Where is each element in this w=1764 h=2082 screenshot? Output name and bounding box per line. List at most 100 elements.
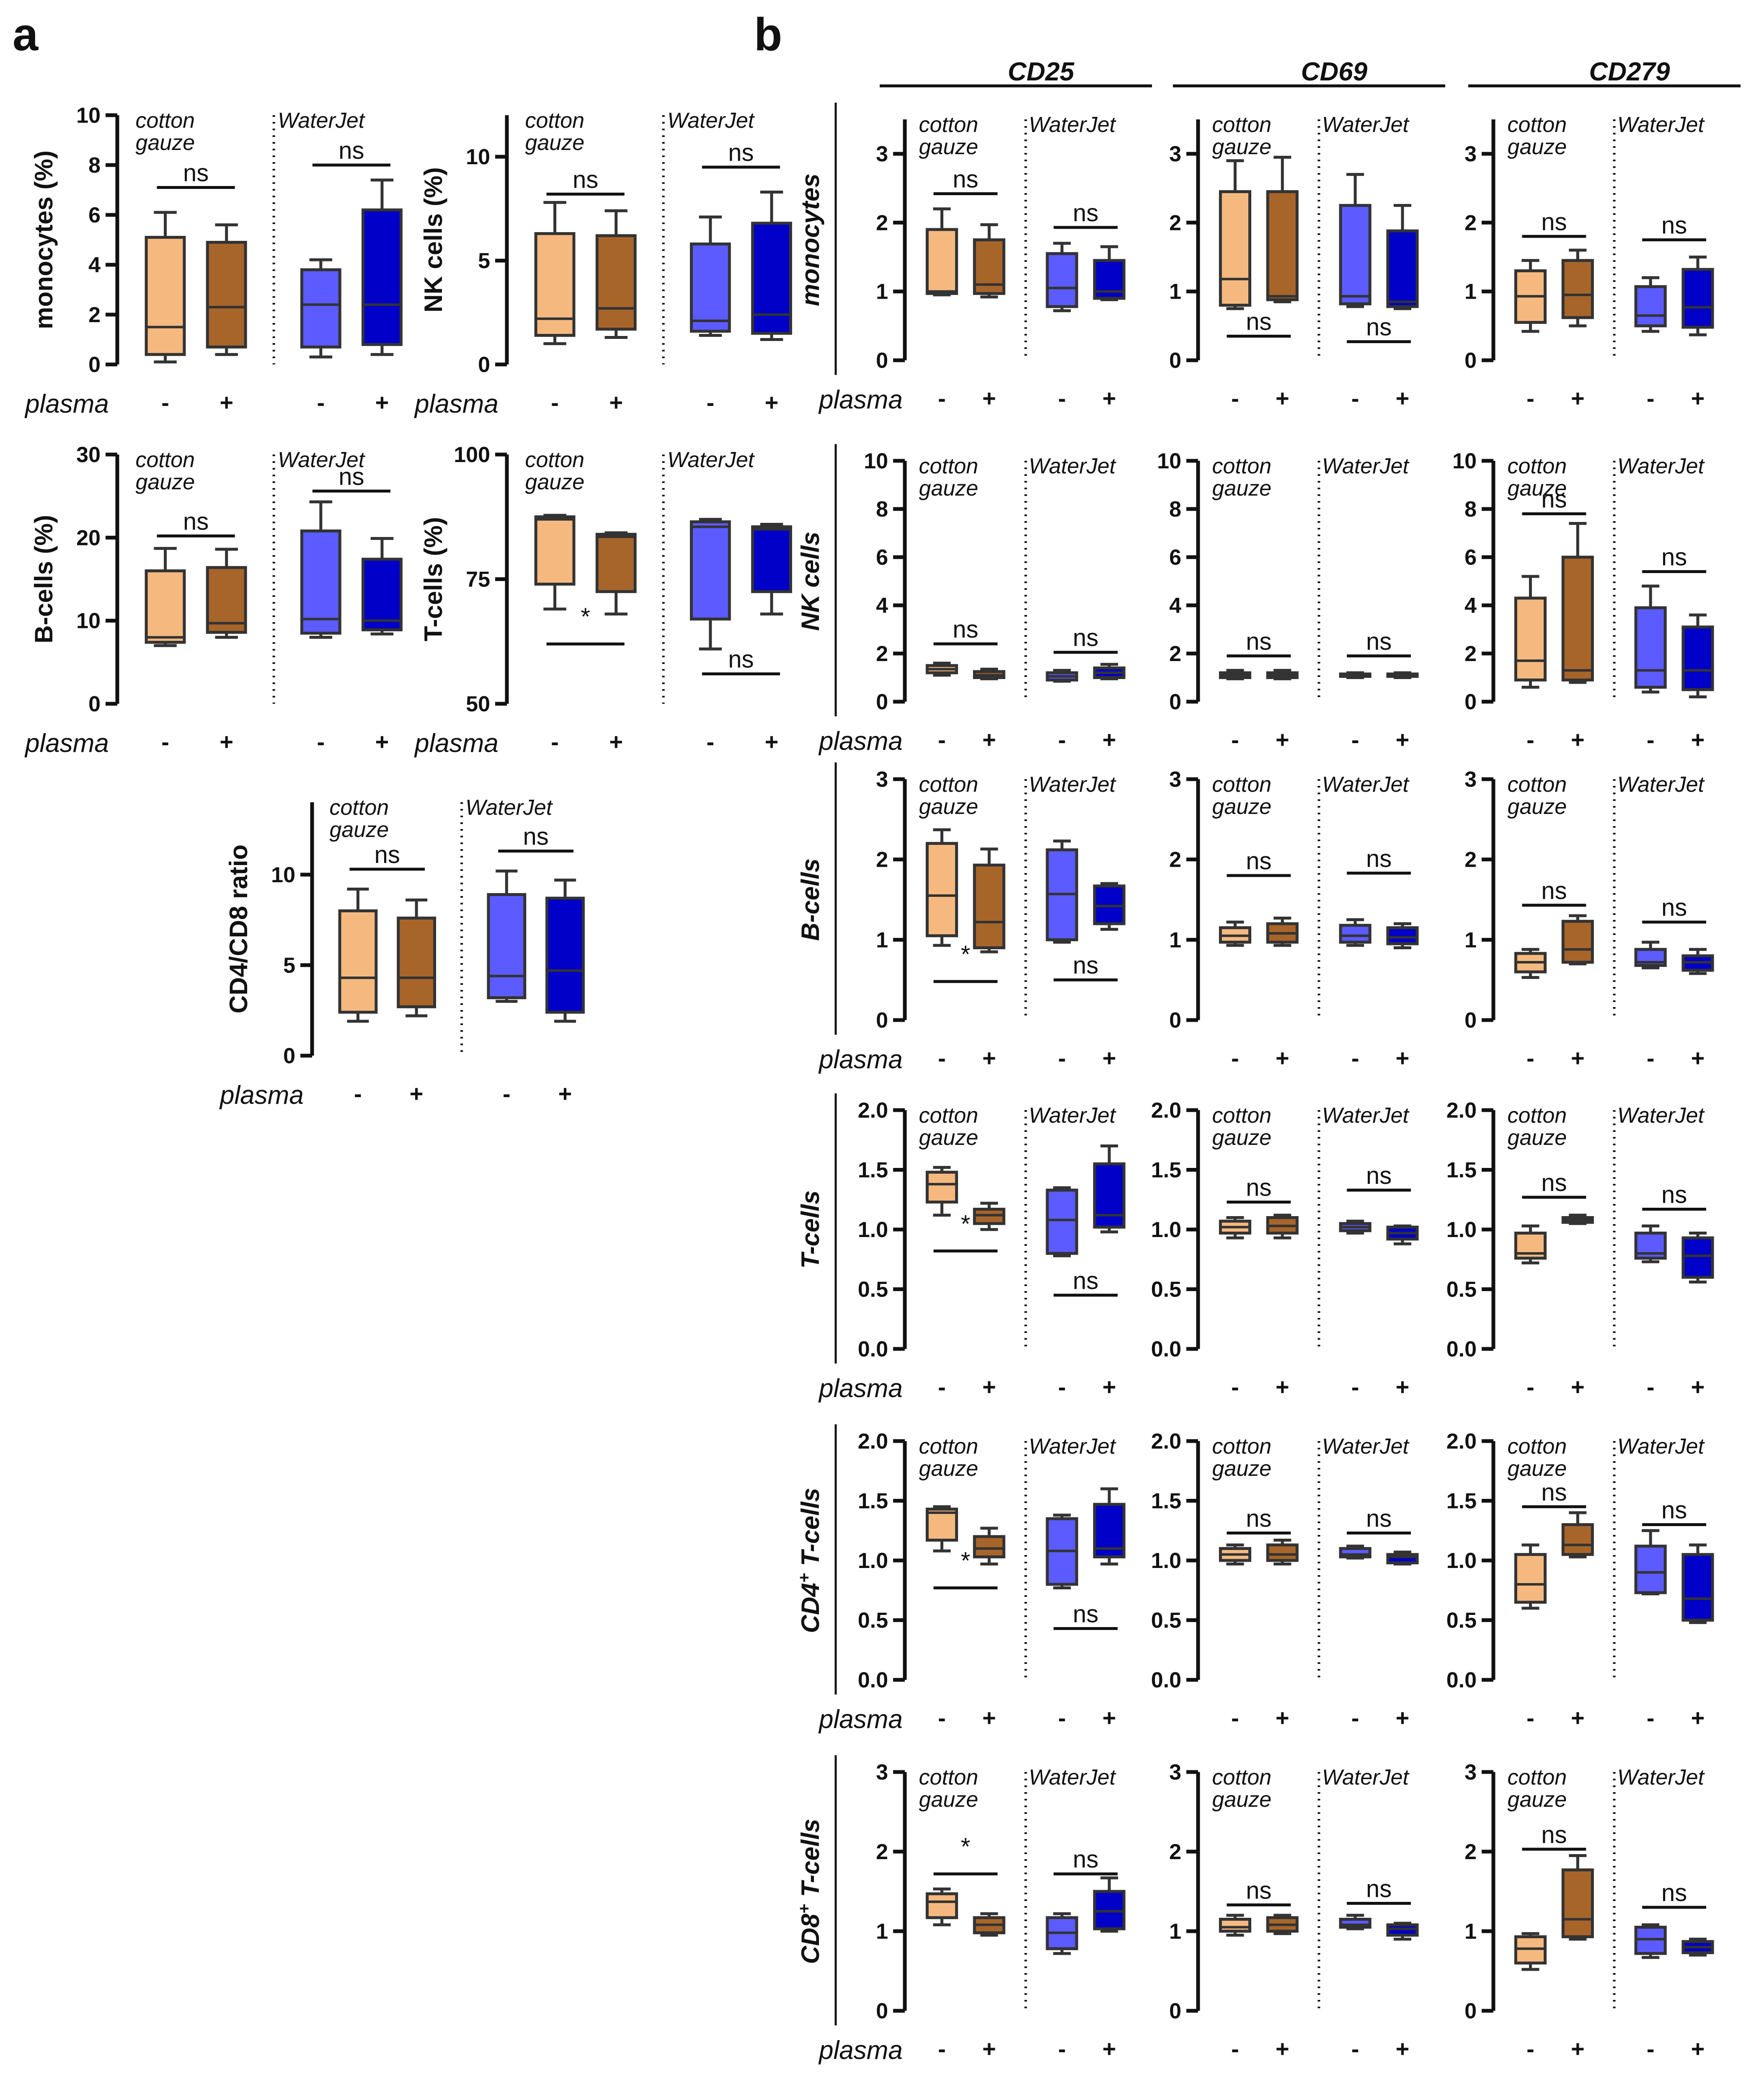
b-cd4-cd69-plasma-plus: + bbox=[1276, 1705, 1289, 1731]
a-bcells-y-tick-label: 20 bbox=[76, 526, 101, 550]
b-cd4-cd25-plasma-minus: - bbox=[938, 1705, 946, 1731]
b-mono-cd25-plasma-label: plasma bbox=[818, 385, 903, 414]
b-mono-cd25-y-tick-label: 3 bbox=[876, 142, 888, 166]
a-cd4cd8-box bbox=[487, 893, 527, 1000]
b-cd8-cd69-y-tick-label: 2 bbox=[1169, 1840, 1181, 1864]
a-cd4cd8-gauze-label: gauze bbox=[330, 818, 389, 842]
panel-letter-b: b bbox=[754, 9, 782, 60]
column-header-cd25: CD25 bbox=[1008, 57, 1075, 86]
b-cd4-cd25-sig-label: * bbox=[961, 1547, 971, 1575]
b-cd4-cd25-cotton-label: cotton bbox=[919, 1434, 979, 1459]
b-b-cd25-box bbox=[973, 863, 1005, 949]
a-cd4cd8-y-axis-label: CD4/CD8 ratio bbox=[225, 845, 253, 1013]
b-b-cd279-y-tick-label: 1 bbox=[1464, 928, 1477, 952]
b-cd4-cd279-gauze-label: gauze bbox=[1508, 1457, 1567, 1481]
a-tcells-y-tick-label: 100 bbox=[454, 443, 490, 467]
b-nk-cd279-y-tick-label: 2 bbox=[1464, 642, 1477, 666]
b-b-cd279-box bbox=[1561, 920, 1594, 964]
b-t-cd279-plasma-minus: - bbox=[1647, 1374, 1655, 1400]
a-tcells-y-tick-label: 50 bbox=[466, 692, 490, 716]
b-nk-cd279-sig-label: ns bbox=[1541, 486, 1567, 513]
b-t-cd69-gauze-label: gauze bbox=[1212, 1126, 1272, 1150]
b-nk-cd279-sig-label: ns bbox=[1661, 544, 1687, 571]
b-cd4-cd279-plasma-minus: - bbox=[1526, 1705, 1534, 1731]
b-cd4-cd279-box bbox=[1561, 1523, 1594, 1556]
b-mono-cd279-plasma-plus: + bbox=[1691, 385, 1705, 411]
b-nk-cd279-plasma-minus: - bbox=[1647, 726, 1655, 753]
b-nk-cd279-waterjet-label: WaterJet bbox=[1617, 454, 1705, 478]
a-bcells-plasma-plus: + bbox=[375, 728, 389, 755]
b-nk-cd279-box bbox=[1634, 606, 1667, 689]
a-tcells-box bbox=[595, 532, 637, 593]
b-b-cd279-waterjet-label: WaterJet bbox=[1617, 772, 1705, 797]
b-cd8-cd279-cotton-label: cotton bbox=[1508, 1765, 1567, 1790]
b-b-cd25-gauze-label: gauze bbox=[919, 795, 979, 819]
b-cd4-cd25-sig-label: ns bbox=[1073, 1600, 1098, 1627]
b-cd8-cd25-sig-label: ns bbox=[1073, 1846, 1098, 1873]
a-tcells-cotton-label: cotton bbox=[525, 448, 584, 472]
a-cd4cd8-box bbox=[397, 917, 436, 1008]
b-b-cd69-sig-label: ns bbox=[1366, 845, 1392, 872]
b-mono-cd279-y-tick-label: 2 bbox=[1464, 211, 1477, 235]
b-t-cd25-plasma-minus: - bbox=[938, 1374, 946, 1400]
b-b-cd69-cotton-label: cotton bbox=[1212, 772, 1272, 797]
b-t-cd25-y-tick-label: 0.0 bbox=[858, 1337, 888, 1361]
b-cd8-cd279-y-tick-label: 2 bbox=[1464, 1840, 1477, 1864]
b-nk-cd279-box bbox=[1561, 555, 1594, 682]
a-tcells-box bbox=[534, 515, 576, 586]
b-b-cd279-gauze-label: gauze bbox=[1508, 795, 1567, 819]
a-bcells-plasma-plus: + bbox=[220, 728, 233, 755]
b-t-cd69-y-tick-label: 2.0 bbox=[1151, 1098, 1181, 1123]
b-mono-cd25-y-tick-label: 1 bbox=[876, 280, 888, 304]
b-cd4-cd25-y-tick-label: 2.0 bbox=[858, 1429, 888, 1454]
b-cd8-cd69-y-tick-label: 3 bbox=[1169, 1760, 1181, 1785]
b-cd4-cd279-plasma-minus: - bbox=[1647, 1705, 1655, 1731]
b-cd4-cd279-y-tick-label: 1.0 bbox=[1446, 1549, 1477, 1573]
b-b-cd25-cotton-label: cotton bbox=[919, 772, 979, 797]
a-nk-gauze-label: gauze bbox=[525, 131, 584, 155]
column-header-cd279: CD279 bbox=[1589, 57, 1671, 86]
b-t-cd279-gauze-label: gauze bbox=[1508, 1126, 1567, 1150]
b-nk-cd279-box bbox=[1514, 597, 1547, 682]
a-cd4cd8-box bbox=[338, 909, 378, 1014]
b-mono-cd69-box bbox=[1386, 229, 1419, 308]
b-cd4-cd279-box bbox=[1514, 1553, 1547, 1604]
b-b-cd25-plasma-minus: - bbox=[938, 1045, 946, 1071]
b-t-cd279-sig-label: ns bbox=[1541, 1169, 1567, 1196]
b-mono-cd279-sig-label: ns bbox=[1541, 208, 1567, 235]
a-monocytes-box bbox=[145, 236, 186, 356]
b-cd4-cd279-sig-label: ns bbox=[1661, 1497, 1687, 1524]
b-cd4-cd279-y-tick-label: 0.5 bbox=[1446, 1609, 1477, 1633]
b-cd4-cd279-box bbox=[1681, 1553, 1714, 1622]
b-cd4-cd69-y-tick-label: 2.0 bbox=[1151, 1429, 1181, 1454]
b-cd4-cd279-y-tick-label: 1.5 bbox=[1446, 1489, 1477, 1514]
a-bcells-box bbox=[145, 569, 186, 644]
a-tcells-plasma-minus: - bbox=[707, 728, 715, 755]
b-nk-cd279-y-tick-label: 8 bbox=[1464, 497, 1477, 522]
b-cd4-cd279-plasma-plus: + bbox=[1691, 1705, 1705, 1731]
b-mono-cd279-plasma-minus: - bbox=[1526, 385, 1534, 411]
b-b-cd25-sig-label: ns bbox=[1073, 952, 1098, 979]
a-bcells-gauze-label: gauze bbox=[135, 470, 195, 494]
a-cd4cd8-plasma-plus: + bbox=[558, 1080, 572, 1107]
b-b-cd69-waterjet-label: WaterJet bbox=[1322, 772, 1410, 797]
b-b-cd25-y-tick-label: 1 bbox=[876, 928, 888, 952]
b-b-cd279-cotton-label: cotton bbox=[1508, 772, 1567, 797]
b-t-cd69-plasma-plus: + bbox=[1396, 1374, 1410, 1400]
a-monocytes-plasma-minus: - bbox=[317, 389, 325, 416]
b-cd4-cd69-y-tick-label: 1.5 bbox=[1151, 1489, 1181, 1514]
b-nk-cd279-gauze-label: gauze bbox=[1508, 476, 1567, 501]
column-header-cd69: CD69 bbox=[1301, 57, 1368, 86]
b-b-cd279-y-tick-label: 0 bbox=[1464, 1008, 1477, 1033]
a-nk-box bbox=[595, 234, 637, 331]
a-monocytes-plasma-plus: + bbox=[375, 389, 389, 416]
b-mono-cd25-plasma-minus: - bbox=[1058, 385, 1066, 411]
b-cd8-cd25-sig-label: * bbox=[961, 1833, 971, 1860]
a-nk-plasma-label: plasma bbox=[414, 390, 498, 418]
b-cd4-cd25-box bbox=[973, 1535, 1005, 1558]
b-cd4-cd69-plasma-minus: - bbox=[1231, 1705, 1239, 1731]
a-nk-plasma-plus: + bbox=[609, 389, 623, 416]
b-mono-cd69-y-tick-label: 0 bbox=[1169, 349, 1181, 373]
b-cd8-cd279-y-tick-label: 1 bbox=[1464, 1919, 1477, 1944]
